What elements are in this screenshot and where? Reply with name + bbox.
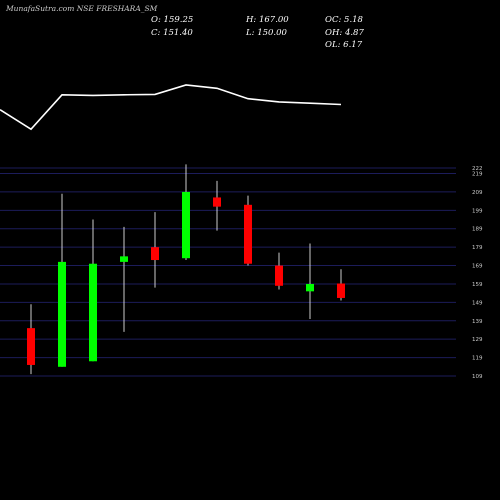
candle <box>120 226 128 332</box>
y-tick-label: 209 <box>472 190 483 196</box>
y-tick-label: 222 <box>472 166 483 172</box>
candle <box>89 219 97 362</box>
y-tick-label: 179 <box>472 245 483 251</box>
y-tick-label: 149 <box>472 300 483 306</box>
candle <box>275 252 283 290</box>
grid-lines <box>0 167 456 377</box>
candle <box>337 269 345 301</box>
candle <box>58 193 66 367</box>
candle <box>27 304 35 375</box>
y-tick-label: 139 <box>472 319 483 325</box>
y-tick-label: 199 <box>472 208 483 214</box>
candle <box>182 164 190 261</box>
y-tick-label: 219 <box>472 172 483 178</box>
open-value: O: 159.25 <box>151 15 193 25</box>
candle-body <box>182 191 190 259</box>
y-tick-label: 119 <box>472 356 483 362</box>
candle <box>306 243 314 319</box>
y-tick-label: 169 <box>472 264 483 270</box>
high-value: H: 167.00 <box>245 15 289 25</box>
low-value: L: 150.00 <box>245 28 288 38</box>
y-tick-label: 129 <box>472 337 483 343</box>
chart-title: MunafaSutra.com NSE FRESHARA_SM <box>5 4 158 13</box>
candle <box>244 195 252 266</box>
ohlc-readout: O: 159.25 H: 167.00 OC: 5.18 C: 151.40 L… <box>151 15 364 50</box>
candles <box>27 164 345 375</box>
candle-body <box>58 261 66 367</box>
y-tick-label: 109 <box>472 374 483 380</box>
close-value: C: 151.40 <box>151 28 193 38</box>
candle-body <box>27 328 35 365</box>
candle-body <box>213 197 221 207</box>
overlay-line <box>0 84 342 131</box>
y-tick-label: 189 <box>472 227 483 233</box>
oc-value: OC: 5.18 <box>325 15 364 25</box>
candle-body <box>244 204 252 264</box>
oh-value: OH: 4.87 <box>325 28 364 38</box>
candle <box>213 180 221 231</box>
candle-body <box>337 283 345 298</box>
candle-body <box>151 247 159 261</box>
candle-body <box>275 265 283 286</box>
candle-body <box>120 256 128 262</box>
ol-value: OL: 6.17 <box>325 40 363 50</box>
candle-body <box>89 263 97 362</box>
candle <box>151 212 159 288</box>
candle-body <box>306 283 314 292</box>
y-tick-label: 159 <box>472 282 483 288</box>
